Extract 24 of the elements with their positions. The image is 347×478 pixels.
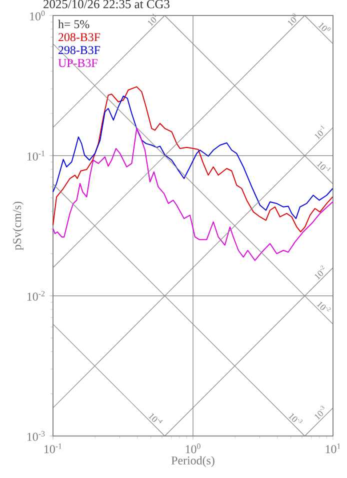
text: 10$^{-3}$ — [314, 406, 324, 420]
text: 10$^{-3}$ — [288, 414, 303, 424]
y-tick-label: 10$^{-1}$ — [27, 150, 45, 161]
chart-title: 2025/10/26 22:35 at CG3 — [44, 0, 170, 8]
x-tick-label: 10$^{0}$ — [186, 444, 200, 454]
text: 208-B3F — [58, 33, 100, 42]
y-tick-label: 10$^{-3}$ — [27, 431, 45, 441]
text: 10$^{-1}$ — [316, 162, 331, 172]
y-tick-label: 10$^{0}$ — [30, 10, 45, 20]
y-axis-title: pSv(cm/s) — [12, 202, 24, 250]
text: 10$^{-1}$ — [314, 126, 325, 140]
text: 10$^{1}$ — [148, 14, 156, 26]
text: 298-B3F — [58, 46, 100, 54]
y-tick-label: 10$^{-2}$ — [27, 290, 45, 301]
text: 10$^{-2}$ — [314, 266, 325, 280]
x-axis-title: Period(s) — [171, 456, 214, 467]
text: 10$^{0}$ — [318, 22, 331, 32]
text: 10$^{-4}$ — [148, 414, 163, 424]
x-tick-label: 10$^{1}$ — [326, 444, 340, 454]
text: 10$^{0}$ — [288, 13, 296, 26]
annotation: h= 5% — [58, 20, 90, 28]
x-tick-label: 10$^{-1}$ — [44, 444, 62, 454]
text: 10$^{-2}$ — [316, 302, 331, 312]
text: UP-B3F — [58, 59, 98, 68]
